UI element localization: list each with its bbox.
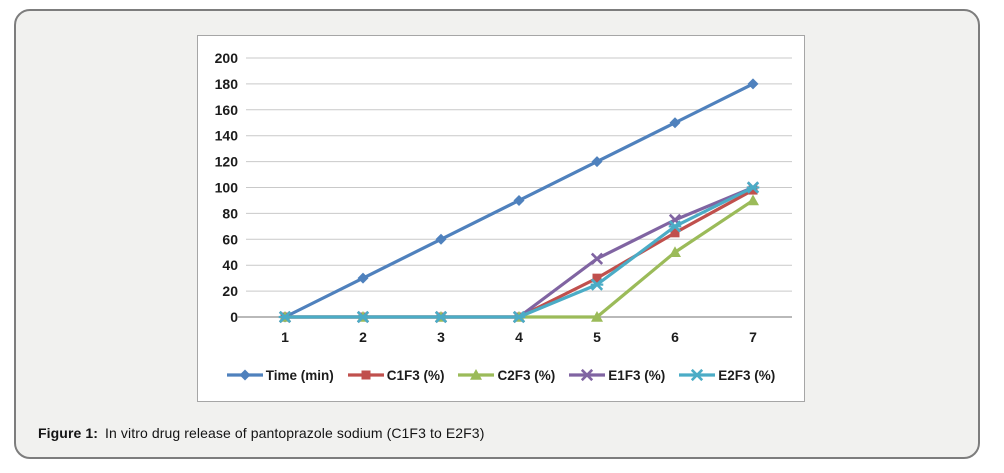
y-axis-tick-label: 0 xyxy=(230,309,238,325)
data-point-marker xyxy=(669,117,681,129)
x-axis-tick-label: 6 xyxy=(671,329,679,345)
chart-legend: Time (min) C1F3 (%) C2F3 (%) E1F3 (%) E2F3 (… xyxy=(198,364,804,386)
data-point-marker xyxy=(747,194,759,206)
data-point-marker xyxy=(435,233,447,245)
y-axis-tick-label: 40 xyxy=(222,257,238,273)
y-axis-tick-label: 120 xyxy=(215,154,239,170)
star-marker-icon xyxy=(679,368,716,382)
data-point-marker xyxy=(357,272,369,284)
figure-caption-text: In vitro drug release of pantoprazole so… xyxy=(105,425,485,441)
y-axis-tick-label: 140 xyxy=(215,128,239,144)
data-point-marker xyxy=(669,246,681,258)
data-point-marker xyxy=(278,310,292,324)
series-e2f3 xyxy=(278,181,760,324)
x-marker-icon xyxy=(569,368,606,382)
legend-label: C2F3 (%) xyxy=(497,367,556,383)
series-line xyxy=(283,185,755,319)
data-point-marker xyxy=(747,78,759,90)
triangle-marker-icon xyxy=(458,369,495,380)
y-axis-tick-label: 20 xyxy=(222,283,238,299)
legend-label: E1F3 (%) xyxy=(608,367,666,383)
x-axis-tick-label: 1 xyxy=(281,329,289,345)
data-point-marker xyxy=(512,310,526,324)
data-point-marker xyxy=(590,252,604,265)
data-point-marker xyxy=(591,156,603,168)
y-axis-tick-label: 60 xyxy=(222,231,238,247)
y-axis-tick-label: 80 xyxy=(222,205,238,221)
data-point-marker xyxy=(434,310,448,324)
data-point-marker xyxy=(356,310,370,324)
x-axis-tick-label: 7 xyxy=(749,329,757,345)
y-axis-tick-label: 180 xyxy=(215,76,239,92)
legend-item: E1F3 (%) xyxy=(569,368,665,383)
y-axis-tick-label: 160 xyxy=(215,102,239,118)
y-axis-tick-label: 200 xyxy=(215,50,239,66)
legend-item: E2F3 (%) xyxy=(679,368,775,383)
x-axis-tick-label: 3 xyxy=(437,329,445,345)
legend-item: C2F3 (%) xyxy=(458,368,555,383)
data-point-marker xyxy=(592,273,602,283)
data-point-marker xyxy=(590,278,604,291)
series-line xyxy=(283,188,755,319)
series-c1f3 xyxy=(280,185,758,322)
data-point-marker xyxy=(591,311,603,322)
data-point-marker xyxy=(513,194,525,206)
legend-item: C1F3 (%) xyxy=(347,367,445,383)
x-axis-tick-label: 5 xyxy=(593,329,601,345)
legend-item: Time (min) xyxy=(226,367,334,383)
chart-panel: 0 20 40 60 80 100 120 140 160 180 200 1 2 3 4 5 6 7 Time … xyxy=(197,35,805,402)
series-line xyxy=(283,185,755,319)
legend-label: E2F3 (%) xyxy=(718,367,776,383)
legend-label: Time (min) xyxy=(265,367,334,383)
data-point-marker xyxy=(748,185,758,195)
series-time-min xyxy=(279,78,759,323)
figure-caption: Figure 1: In vitro drug release of pantop… xyxy=(38,425,484,441)
legend-label: C1F3 (%) xyxy=(386,367,445,383)
line-chart: 0 20 40 60 80 100 120 140 160 180 200 1 2 3 4 5 6 7 xyxy=(215,50,792,345)
y-axis-tick-label: 100 xyxy=(215,180,239,196)
x-axis-tick-label: 4 xyxy=(515,329,523,345)
diamond-marker-icon xyxy=(226,369,263,381)
data-point-marker xyxy=(670,228,680,238)
square-marker-icon xyxy=(347,370,384,380)
x-axis-tick-label: 2 xyxy=(359,329,367,345)
data-point-marker xyxy=(746,181,760,194)
figure-caption-label: Figure 1: xyxy=(38,425,99,441)
data-point-marker xyxy=(668,220,682,233)
